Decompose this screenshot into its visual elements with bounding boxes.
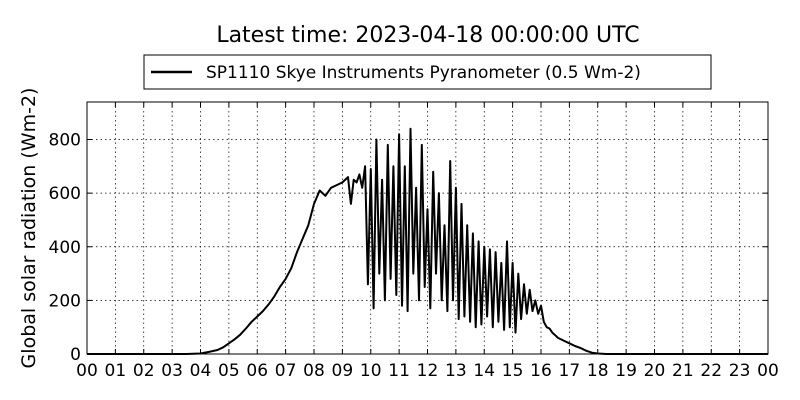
legend: SP1110 Skye Instruments Pyranometer (0.5… [143,54,712,90]
legend-label: SP1110 Skye Instruments Pyranometer (0.5… [206,63,641,83]
y-axis-label: Global solar radiation (Wm-2) [18,88,40,369]
x-tick-label: 17 [559,361,581,381]
x-tick-label: 06 [246,361,268,381]
chart-title: Latest time: 2023-04-18 00:00:00 UTC [216,23,639,48]
y-tick-label: 800 [49,131,81,151]
x-tick-label: 09 [332,361,354,381]
x-tick-label: 13 [445,361,467,381]
x-tick-label: 07 [275,361,297,381]
plot-frame [86,101,769,355]
x-tick-label: 15 [502,361,524,381]
x-tick-label: 23 [729,361,751,381]
x-tick-label: 20 [644,361,666,381]
x-tick-label: 22 [700,361,722,381]
x-tick-label: 05 [218,361,240,381]
x-tick-label: 16 [530,361,552,381]
x-tick-label: 03 [161,361,183,381]
x-tick-label: 01 [105,361,127,381]
x-tick-label: 02 [133,361,155,381]
x-ticks: 00 01 02 03 04 05 06 07 08 09 10 11 12 13 14 15 16 17 18 19… [76,102,779,381]
x-tick-label: 14 [473,361,495,381]
y-tick-label: 0 [70,345,81,365]
x-tick-label: 10 [360,361,382,381]
x-tick-label: 21 [672,361,694,381]
x-tick-label: 08 [303,361,325,381]
x-tick-label: 04 [190,361,212,381]
x-tick-label: 00 [757,361,779,381]
y-tick-label: 400 [49,238,81,258]
x-tick-label: 11 [388,361,410,381]
x-tick-label: 00 [76,361,98,381]
legend-box [143,54,712,90]
series-line-pyranometer [87,127,768,355]
y-tick-label: 600 [49,184,81,204]
x-tick-label: 12 [417,361,439,381]
x-tick-label: 19 [615,361,637,381]
y-ticks: 0 200 400 600 800 [49,131,768,365]
y-tick-label: 200 [49,291,81,311]
x-tick-label: 18 [587,361,609,381]
